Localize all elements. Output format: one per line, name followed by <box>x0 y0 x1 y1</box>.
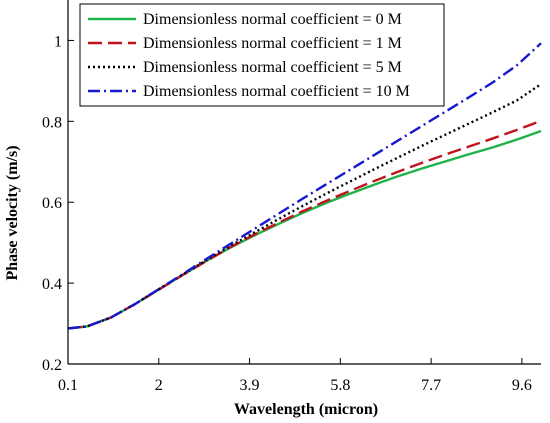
legend-box <box>79 3 445 107</box>
x-tick-label: 3.9 <box>240 377 260 394</box>
y-tick-label: 0.8 <box>42 114 62 131</box>
legend-label: Dimensionless normal coefficient = 0 M <box>143 11 402 28</box>
legend-label: Dimensionless normal coefficient = 1 M <box>143 35 402 52</box>
x-tick-label: 7.7 <box>421 377 441 394</box>
x-axis-title: Wavelength (micron) <box>234 401 378 418</box>
x-tick-label: 5.8 <box>330 377 350 394</box>
legend-label: Dimensionless normal coefficient = 10 M <box>143 83 410 100</box>
x-tick-label: 9.6 <box>512 377 532 394</box>
legend: Dimensionless normal coefficient = 0 M Di… <box>79 3 445 107</box>
axes: 0.1 2 3.9 5.8 7.7 9.6 0.2 0.4 0.6 0.8 1 <box>42 0 541 394</box>
legend-label: Dimensionless normal coefficient = 5 M <box>143 59 402 76</box>
y-tick-label: 0.4 <box>42 276 62 293</box>
x-tick-label: 0.1 <box>58 377 78 394</box>
y-tick-label: 1 <box>54 33 62 50</box>
y-tick-label: 0.6 <box>42 195 62 212</box>
y-axis-title: Phase velocity (m/s) <box>4 145 21 280</box>
y-tick-label: 0.2 <box>42 357 62 374</box>
series-line-2 <box>67 83 542 330</box>
series-line-3 <box>67 42 542 330</box>
series-layer <box>67 42 542 330</box>
x-tick-label: 2 <box>155 377 163 394</box>
